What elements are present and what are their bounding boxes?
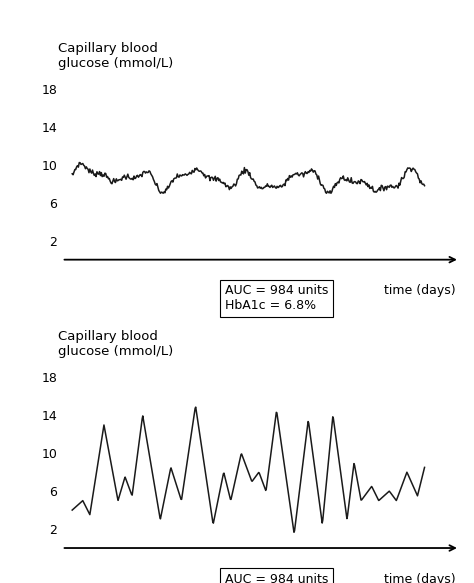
Text: Capillary blood: Capillary blood xyxy=(58,330,157,343)
Text: glucose (mmol/L): glucose (mmol/L) xyxy=(58,345,173,359)
Text: time (days): time (days) xyxy=(384,285,456,297)
Text: glucose (mmol/L): glucose (mmol/L) xyxy=(58,57,173,70)
Text: AUC = 984 units
HbA1c = 6.8%: AUC = 984 units HbA1c = 6.8% xyxy=(225,573,328,583)
Text: AUC = 984 units
HbA1c = 6.8%: AUC = 984 units HbA1c = 6.8% xyxy=(225,285,328,312)
Text: time (days): time (days) xyxy=(384,573,456,583)
Text: Capillary blood: Capillary blood xyxy=(58,42,157,55)
